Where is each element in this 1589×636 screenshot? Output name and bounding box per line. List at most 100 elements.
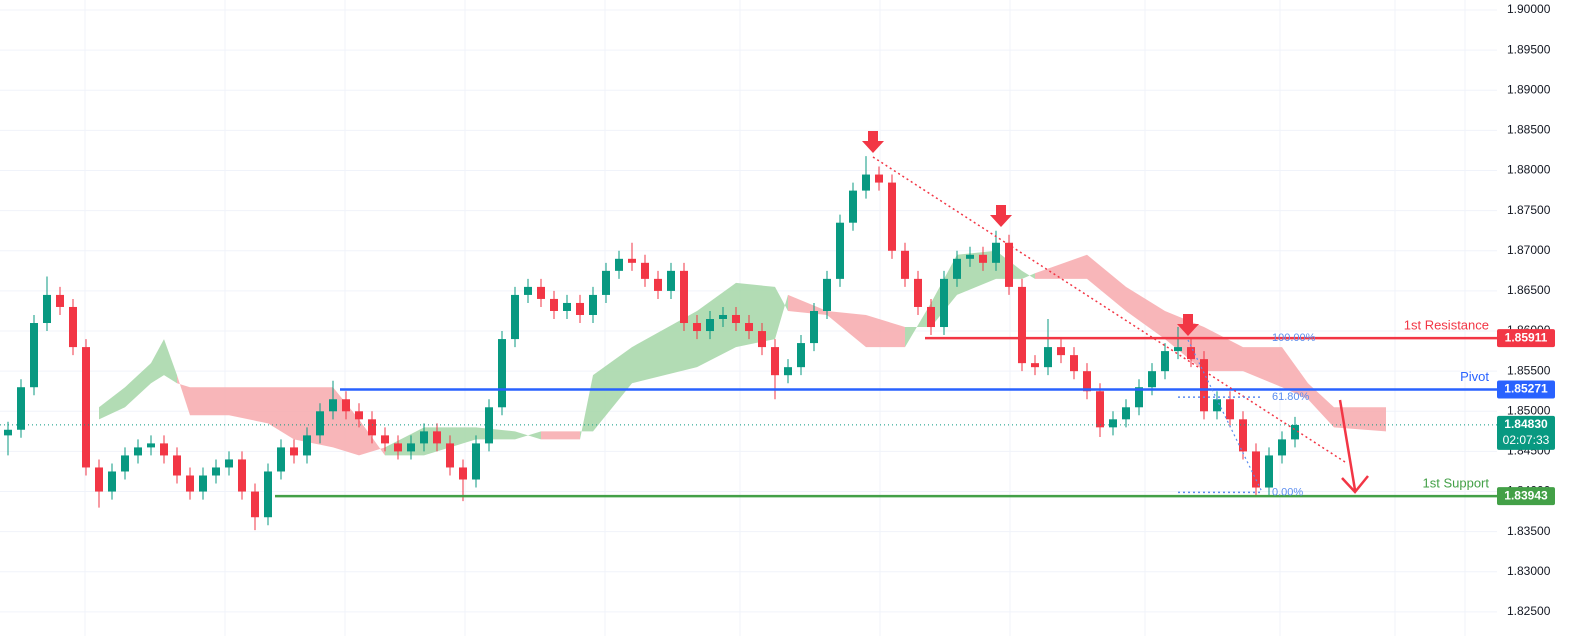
candle-body bbox=[1109, 419, 1117, 428]
candle-body bbox=[147, 443, 155, 448]
candle-body bbox=[459, 467, 467, 480]
forecast-arrowhead bbox=[1341, 475, 1369, 494]
candle-body bbox=[836, 222, 844, 279]
candle-body bbox=[1148, 371, 1156, 388]
candle-body bbox=[758, 331, 766, 348]
cloud-segment bbox=[229, 387, 268, 424]
candle-body bbox=[342, 399, 350, 412]
cloud-segment bbox=[1282, 347, 1308, 400]
grid bbox=[0, 9, 1497, 613]
y-tick-label: 1.89500 bbox=[1507, 42, 1551, 56]
cloud-segment bbox=[1126, 286, 1165, 340]
price-tag-label: 1.85911 bbox=[1505, 330, 1548, 344]
levels: 1st Resistance Pivot 1st Support bbox=[0, 318, 1497, 498]
cloud-segment bbox=[775, 286, 788, 340]
candle-body bbox=[303, 435, 311, 456]
candle-body bbox=[186, 475, 194, 492]
candle-body bbox=[160, 443, 168, 456]
candle-body bbox=[1278, 439, 1286, 456]
candle-body bbox=[329, 399, 337, 412]
candle-body bbox=[108, 471, 116, 492]
candle-body bbox=[927, 306, 935, 328]
candle-body bbox=[576, 302, 584, 315]
candle-body bbox=[134, 447, 142, 456]
cloud-segment bbox=[385, 427, 424, 456]
candle-body bbox=[121, 455, 129, 472]
candle-body bbox=[589, 294, 597, 315]
candle-body bbox=[511, 294, 519, 340]
candle-body bbox=[1044, 347, 1052, 368]
candle-body bbox=[537, 286, 545, 299]
candle-body bbox=[849, 190, 857, 223]
candle-body bbox=[823, 278, 831, 311]
candle-body bbox=[966, 254, 974, 259]
arrow-marker bbox=[1177, 314, 1199, 336]
y-tick-label: 1.85500 bbox=[1507, 363, 1551, 377]
candle-body bbox=[940, 278, 948, 328]
candle-body bbox=[888, 182, 896, 251]
cloud-segment bbox=[866, 314, 905, 348]
candle-body bbox=[680, 270, 688, 324]
y-tick-label: 1.88000 bbox=[1507, 163, 1551, 177]
last-price-tag bbox=[1497, 415, 1555, 450]
candle-body bbox=[641, 262, 649, 279]
candle-body bbox=[277, 447, 285, 472]
candle-body bbox=[706, 319, 714, 332]
candle-body bbox=[1096, 391, 1104, 428]
y-tick-label: 1.85000 bbox=[1507, 403, 1551, 417]
candle-body bbox=[238, 459, 246, 492]
y-tick-label: 1.87000 bbox=[1507, 243, 1551, 257]
candle-body bbox=[1031, 363, 1039, 368]
candle-body bbox=[1252, 451, 1260, 488]
candle-body bbox=[82, 347, 90, 468]
arrow-marker bbox=[990, 205, 1012, 227]
candle-body bbox=[810, 310, 818, 344]
candle-body bbox=[368, 419, 376, 436]
cloud-segment bbox=[697, 282, 736, 368]
candle-body bbox=[251, 491, 259, 518]
price-tag bbox=[1497, 329, 1555, 348]
candle-body bbox=[1057, 347, 1065, 356]
candle-body bbox=[199, 475, 207, 492]
candle-body bbox=[17, 387, 25, 430]
cloud-segment bbox=[177, 375, 190, 416]
candle-body bbox=[355, 411, 363, 420]
cloud-segment bbox=[476, 427, 515, 440]
cloud-segment bbox=[632, 310, 697, 384]
y-tick-label: 1.87500 bbox=[1507, 203, 1551, 217]
candles bbox=[4, 156, 1299, 531]
cloud-segment bbox=[541, 431, 580, 440]
candle-body bbox=[1187, 347, 1195, 360]
candle-body bbox=[875, 174, 883, 183]
candle-body bbox=[420, 431, 428, 444]
candle-body bbox=[394, 443, 402, 452]
candle-body bbox=[615, 258, 623, 271]
candle-body bbox=[290, 447, 298, 456]
y-tick-label: 1.83500 bbox=[1507, 524, 1551, 538]
price-axis bbox=[1497, 0, 1589, 636]
candle-body bbox=[4, 429, 12, 436]
cloud-segment bbox=[294, 387, 333, 448]
candle-body bbox=[1161, 351, 1169, 372]
cloud-segment bbox=[1035, 254, 1087, 279]
price-tag-label: 1.83943 bbox=[1504, 488, 1548, 502]
candle-body bbox=[550, 298, 558, 311]
cloud-segment bbox=[905, 302, 931, 348]
candle-body bbox=[225, 459, 233, 468]
countdown: 02:07:33 bbox=[1503, 433, 1550, 447]
cloud-segment bbox=[99, 387, 125, 420]
y-tick-label: 1.89000 bbox=[1507, 82, 1551, 96]
candle-body bbox=[433, 431, 441, 444]
candle-body bbox=[30, 323, 38, 388]
candle-body bbox=[654, 278, 662, 291]
level-name: 1st Resistance bbox=[1404, 318, 1489, 333]
cloud-segment bbox=[957, 250, 996, 295]
candle-body bbox=[732, 314, 740, 324]
candle-body bbox=[914, 278, 922, 307]
cloud-segment bbox=[125, 363, 151, 408]
cloud-segment bbox=[580, 375, 593, 440]
fib-diagonal bbox=[1187, 339, 1263, 493]
candle-body bbox=[563, 302, 571, 311]
cloud-segment bbox=[736, 282, 775, 348]
